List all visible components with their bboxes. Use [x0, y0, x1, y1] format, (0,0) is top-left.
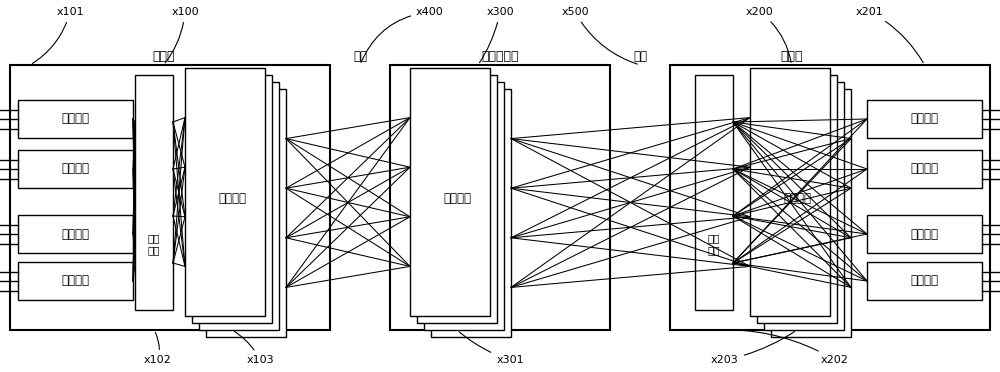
- Text: 线卡单元: 线卡单元: [62, 228, 90, 241]
- Bar: [417, 75, 497, 323]
- Text: x300: x300: [480, 7, 514, 62]
- Text: 交换单元: 交换单元: [783, 192, 811, 205]
- Bar: [390, 65, 610, 330]
- Bar: [424, 82, 504, 330]
- Text: x500: x500: [561, 7, 637, 64]
- Bar: [199, 82, 279, 330]
- Bar: [185, 68, 265, 316]
- Bar: [867, 262, 982, 300]
- Text: 交换单元: 交换单元: [218, 192, 246, 205]
- Text: 交换单元: 交换单元: [443, 192, 471, 205]
- Bar: [867, 150, 982, 188]
- Text: x100: x100: [165, 7, 199, 63]
- Bar: [757, 75, 837, 323]
- Bar: [670, 65, 990, 330]
- Text: 线卡单元: 线卡单元: [910, 275, 938, 288]
- Text: x400: x400: [361, 7, 444, 62]
- Text: x202: x202: [717, 330, 849, 365]
- Bar: [18, 215, 133, 253]
- Bar: [18, 100, 133, 138]
- Bar: [18, 262, 133, 300]
- Text: x203: x203: [711, 331, 795, 365]
- Bar: [750, 68, 830, 316]
- Text: 线卡框: 线卡框: [152, 51, 175, 64]
- Text: 中央交换框: 中央交换框: [481, 51, 519, 64]
- Text: 线卡单元: 线卡单元: [62, 112, 90, 125]
- Text: x200: x200: [746, 7, 791, 62]
- Bar: [764, 82, 844, 330]
- Text: 线卡单元: 线卡单元: [62, 275, 90, 288]
- Text: x102: x102: [144, 333, 172, 365]
- Bar: [771, 89, 851, 337]
- Bar: [192, 75, 272, 323]
- Text: 光纤: 光纤: [633, 51, 647, 64]
- Bar: [10, 65, 330, 330]
- Text: x103: x103: [234, 331, 274, 365]
- Text: x201: x201: [856, 7, 923, 62]
- Bar: [135, 75, 173, 310]
- Bar: [695, 75, 733, 310]
- Bar: [206, 89, 286, 337]
- Bar: [18, 150, 133, 188]
- Text: x101: x101: [32, 7, 84, 64]
- Text: 线卡单元: 线卡单元: [910, 228, 938, 241]
- Text: 线卡单元: 线卡单元: [910, 112, 938, 125]
- Bar: [867, 100, 982, 138]
- Bar: [867, 215, 982, 253]
- Bar: [431, 89, 511, 337]
- Text: 背板
单元: 背板 单元: [708, 233, 720, 255]
- Text: 线卡单元: 线卡单元: [910, 163, 938, 176]
- Text: 背板
单元: 背板 单元: [148, 233, 160, 255]
- Text: 线卡单元: 线卡单元: [62, 163, 90, 176]
- Text: 光纤: 光纤: [353, 51, 367, 64]
- Bar: [410, 68, 490, 316]
- Text: 线卡框: 线卡框: [780, 51, 803, 64]
- Text: x301: x301: [459, 332, 524, 365]
